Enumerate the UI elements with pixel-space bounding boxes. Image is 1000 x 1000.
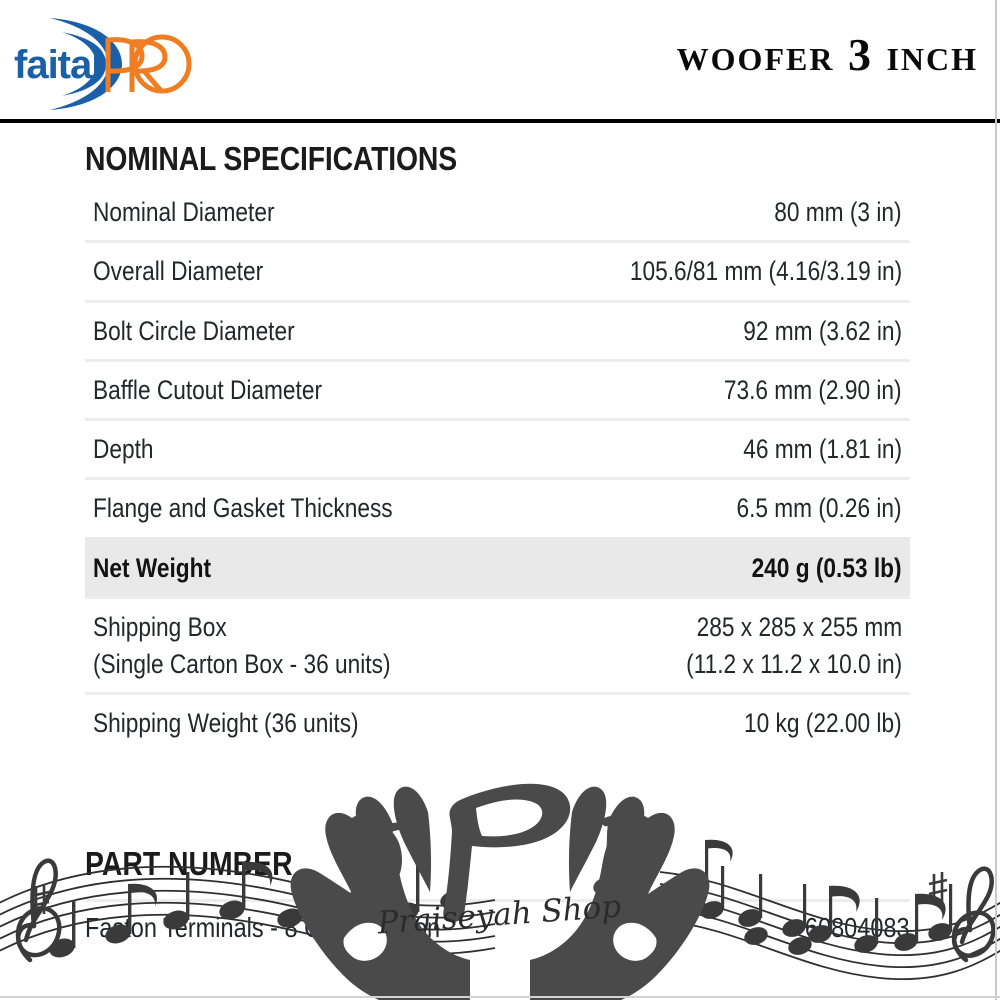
page-right-border <box>995 0 997 1000</box>
table-row: Nominal Diameter 80 mm (3 in) <box>85 192 910 240</box>
spec-label: Nominal Diameter <box>93 197 275 227</box>
spec-value: 105.6/81 mm (4.16/3.19 in) <box>629 256 902 287</box>
sharp-sign-left-icon <box>30 884 50 916</box>
spec-value: 46 mm (1.81 in) <box>743 434 902 464</box>
section-title-part-number: PART NUMBER <box>85 845 293 882</box>
page-bottom-border <box>0 996 1000 998</box>
spec-label: Shipping Box (Single Carton Box - 36 uni… <box>93 611 391 679</box>
page-title: Woofer 3 inch <box>676 29 978 80</box>
faitalpro-logo-svg: faital <box>14 18 192 110</box>
sharp-sign-right-icon <box>928 872 948 904</box>
spec-value: 73.6 mm (2.90 in) <box>724 374 902 405</box>
part-number-section: PART NUMBER Faston Terminals - 8 Ohm Ver… <box>85 845 910 944</box>
table-row: Baffle Cutout Diameter 73.6 mm (2.90 in) <box>85 358 910 418</box>
spec-value: 92 mm (3.62 in) <box>743 315 902 346</box>
spec-value: 80 mm (3 in) <box>774 197 902 227</box>
svg-text:faital: faital <box>14 43 101 87</box>
table-row-net-weight: Net Weight 240 g (0.53 lb) <box>85 536 910 596</box>
nominal-specifications-section: NOMINAL SPECIFICATIONS Nominal Diameter … <box>85 140 910 752</box>
table-row: Depth 46 mm (1.81 in) <box>85 418 910 477</box>
spec-label: Depth <box>93 434 154 464</box>
spec-label: Shipping Weight (36 units) <box>93 708 359 739</box>
table-row: Bolt Circle Diameter 92 mm (3.62 in) <box>85 299 910 359</box>
spec-value: 10 kg (22.00 lb) <box>744 708 902 739</box>
table-row: Overall Diameter 105.6/81 mm (4.16/3.19 … <box>85 240 910 299</box>
table-row: Shipping Weight (36 units) 10 kg (22.00 … <box>85 692 910 751</box>
section-title-nominal-specifications: NOMINAL SPECIFICATIONS <box>85 140 458 177</box>
spec-label: Net Weight <box>93 552 212 583</box>
part-number-code: 60804083 <box>805 912 910 943</box>
faitalpro-logo: faital <box>10 16 210 112</box>
spec-value: 285 x 285 x 255 mm (11.2 x 11.2 x 10.0 i… <box>685 611 902 679</box>
treble-clef-right-icon <box>951 866 996 963</box>
spec-label: Baffle Cutout Diameter <box>93 374 323 405</box>
spec-label: Flange and Gasket Thickness <box>93 493 393 524</box>
spec-label: Overall Diameter <box>93 256 264 287</box>
spec-label: Bolt Circle Diameter <box>93 315 295 346</box>
spec-value: 240 g (0.53 lb) <box>751 552 902 583</box>
page-header: faital Woofer 3 inch <box>0 0 1000 123</box>
treble-clef-left-icon <box>15 858 62 963</box>
table-row: Flange and Gasket Thickness 6.5 mm (0.26… <box>85 477 910 536</box>
part-number-row: Faston Terminals - 8 Ohm Version 6080408… <box>85 899 910 944</box>
spec-value: 6.5 mm (0.26 in) <box>736 493 902 524</box>
table-row: Shipping Box (Single Carton Box - 36 uni… <box>85 595 910 693</box>
part-variant-label: Faston Terminals - 8 Ohm Version <box>85 912 441 943</box>
